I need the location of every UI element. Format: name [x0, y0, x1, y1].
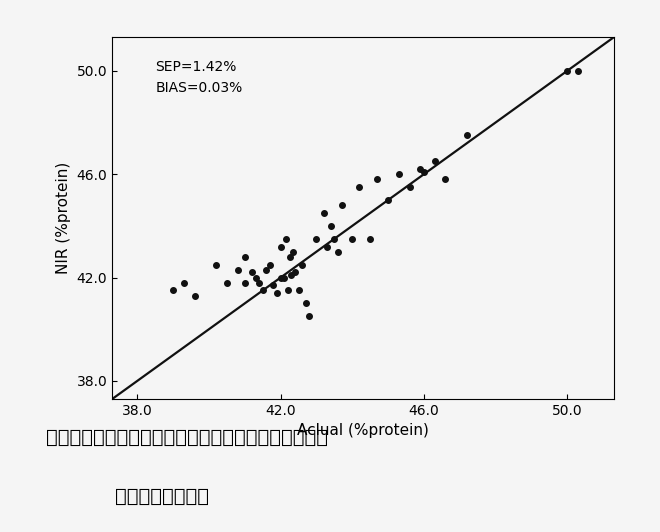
- Point: [573, 66, 583, 75]
- Point: [325, 222, 336, 230]
- Point: [189, 292, 200, 300]
- Point: [272, 289, 282, 297]
- Point: [275, 242, 286, 251]
- Point: [257, 286, 268, 295]
- Point: [232, 265, 243, 274]
- Point: [240, 253, 250, 261]
- Point: [415, 165, 426, 173]
- Point: [311, 235, 321, 243]
- Point: [261, 265, 271, 274]
- Point: [461, 131, 472, 140]
- Text: 図３　近赤外透過スペクトルによる大豆全粒のタンパ: 図３ 近赤外透過スペクトルによる大豆全粒のタンパ: [46, 428, 328, 447]
- Point: [222, 278, 232, 287]
- Point: [211, 260, 221, 269]
- Point: [279, 273, 290, 282]
- Point: [354, 183, 365, 192]
- Point: [322, 242, 333, 251]
- Text: ク質含量推定結果: ク質含量推定結果: [115, 487, 209, 506]
- Point: [286, 271, 296, 279]
- Point: [179, 278, 189, 287]
- Point: [297, 260, 308, 269]
- Point: [290, 268, 300, 277]
- Y-axis label: NIR (%protein): NIR (%protein): [56, 162, 71, 274]
- Point: [268, 281, 279, 289]
- Point: [282, 286, 293, 295]
- Point: [329, 235, 340, 243]
- Point: [383, 196, 393, 204]
- Point: [372, 175, 383, 184]
- Point: [336, 201, 346, 210]
- Point: [304, 312, 315, 321]
- Point: [284, 253, 295, 261]
- Point: [275, 273, 286, 282]
- Point: [250, 273, 261, 282]
- Point: [430, 157, 440, 165]
- Point: [562, 66, 572, 75]
- Point: [254, 278, 265, 287]
- Point: [393, 170, 404, 178]
- X-axis label: Aclual (%protein): Aclual (%protein): [297, 423, 429, 438]
- Point: [347, 235, 358, 243]
- Text: SEP=1.42%: SEP=1.42%: [155, 61, 236, 74]
- Point: [405, 183, 415, 192]
- Point: [288, 247, 298, 256]
- Point: [300, 299, 311, 307]
- Point: [265, 260, 275, 269]
- Point: [418, 168, 429, 176]
- Point: [247, 268, 257, 277]
- Point: [280, 235, 291, 243]
- Text: BIAS=0.03%: BIAS=0.03%: [155, 81, 242, 95]
- Point: [333, 247, 343, 256]
- Point: [240, 278, 250, 287]
- Point: [293, 286, 304, 295]
- Point: [318, 209, 329, 217]
- Point: [168, 286, 178, 295]
- Point: [365, 235, 376, 243]
- Point: [440, 175, 451, 184]
